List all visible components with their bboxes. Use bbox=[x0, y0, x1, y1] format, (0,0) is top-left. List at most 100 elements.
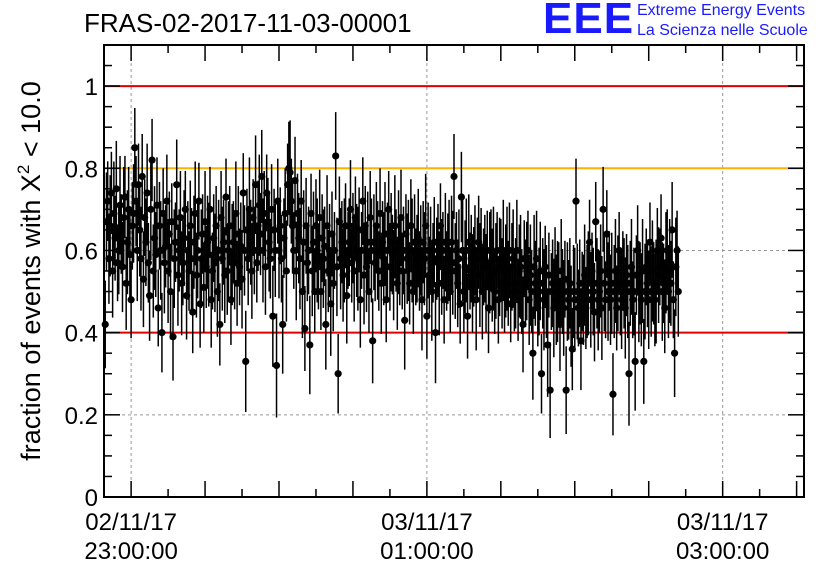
data-point bbox=[632, 271, 640, 279]
data-point bbox=[456, 300, 464, 308]
data-point bbox=[364, 238, 372, 246]
data-point bbox=[344, 246, 352, 255]
data-point bbox=[184, 246, 192, 255]
data-point bbox=[650, 279, 658, 287]
data-point bbox=[396, 259, 404, 267]
data-point bbox=[266, 255, 274, 263]
data-point bbox=[674, 287, 682, 296]
data-point bbox=[470, 263, 478, 271]
data-point bbox=[240, 246, 249, 255]
data-point bbox=[143, 189, 151, 197]
data-point bbox=[510, 287, 518, 296]
data-point bbox=[558, 287, 567, 296]
data-point bbox=[577, 337, 585, 345]
data-point bbox=[366, 213, 374, 222]
data-point bbox=[651, 296, 659, 304]
data-point bbox=[530, 263, 538, 271]
data-point bbox=[529, 349, 537, 357]
data-point bbox=[635, 287, 643, 296]
data-point bbox=[200, 283, 208, 292]
data-point bbox=[622, 271, 631, 279]
data-point bbox=[201, 218, 209, 226]
data-point bbox=[132, 197, 140, 205]
data-point bbox=[536, 267, 544, 275]
data-point bbox=[404, 246, 413, 255]
data-point bbox=[287, 197, 295, 205]
data-point bbox=[198, 230, 207, 238]
chart-title: FRAS-02-2017-11-03-00001 bbox=[84, 8, 412, 38]
data-point bbox=[178, 279, 186, 287]
data-point bbox=[619, 267, 627, 275]
data-point bbox=[233, 279, 241, 287]
data-point bbox=[221, 271, 229, 279]
data-point bbox=[403, 255, 411, 263]
data-point bbox=[455, 255, 463, 263]
data-point bbox=[413, 255, 421, 263]
data-point bbox=[334, 370, 342, 378]
data-point bbox=[438, 263, 446, 271]
data-point bbox=[247, 238, 255, 246]
data-point bbox=[104, 197, 112, 205]
data-point bbox=[625, 370, 633, 378]
data-point bbox=[668, 226, 676, 234]
data-point bbox=[436, 222, 445, 230]
data-point bbox=[155, 222, 164, 230]
data-point bbox=[479, 263, 488, 271]
data-point bbox=[435, 279, 443, 287]
data-point bbox=[147, 205, 155, 213]
data-point bbox=[327, 300, 335, 308]
data-point bbox=[129, 209, 138, 218]
data-point bbox=[164, 267, 172, 275]
data-point bbox=[514, 296, 522, 304]
data-point bbox=[250, 246, 258, 255]
data-point bbox=[162, 242, 170, 250]
data-point bbox=[131, 144, 139, 152]
data-point bbox=[325, 246, 334, 255]
data-point bbox=[277, 255, 286, 263]
data-point bbox=[551, 263, 559, 271]
data-point bbox=[171, 238, 180, 246]
data-point bbox=[276, 222, 284, 230]
data-point bbox=[654, 271, 663, 279]
data-point bbox=[484, 304, 493, 312]
data-point bbox=[494, 296, 502, 304]
data-point bbox=[328, 230, 336, 238]
data-point bbox=[211, 259, 219, 267]
data-point bbox=[478, 287, 486, 296]
data-point bbox=[583, 287, 591, 296]
data-point bbox=[298, 287, 307, 296]
data-point bbox=[493, 246, 501, 255]
data-point bbox=[647, 287, 655, 296]
data-point bbox=[561, 275, 569, 283]
data-point bbox=[585, 238, 594, 246]
x-tick-label-time: 23:00:00 bbox=[84, 538, 177, 565]
data-point bbox=[312, 222, 320, 230]
data-point bbox=[125, 205, 133, 213]
data-point bbox=[488, 271, 496, 279]
data-point bbox=[428, 287, 436, 296]
data-point bbox=[185, 267, 193, 275]
data-point bbox=[340, 246, 348, 255]
data-point bbox=[415, 267, 424, 275]
data-point bbox=[444, 255, 452, 263]
data-point bbox=[293, 209, 302, 218]
data-point bbox=[280, 234, 288, 242]
data-point bbox=[526, 271, 535, 279]
data-point bbox=[571, 296, 579, 304]
data-point bbox=[473, 255, 482, 263]
data-point bbox=[295, 234, 303, 242]
data-point bbox=[338, 238, 346, 246]
data-point bbox=[563, 287, 571, 296]
data-point bbox=[386, 263, 394, 271]
data-point bbox=[594, 296, 602, 304]
data-point bbox=[373, 246, 382, 255]
data-point bbox=[653, 246, 661, 255]
data-point bbox=[552, 296, 560, 304]
data-point bbox=[439, 246, 447, 255]
data-point bbox=[609, 390, 617, 398]
data-point bbox=[482, 279, 490, 287]
data-point bbox=[481, 255, 489, 263]
data-point bbox=[565, 296, 573, 304]
data-point bbox=[542, 287, 551, 296]
data-point bbox=[163, 197, 171, 205]
